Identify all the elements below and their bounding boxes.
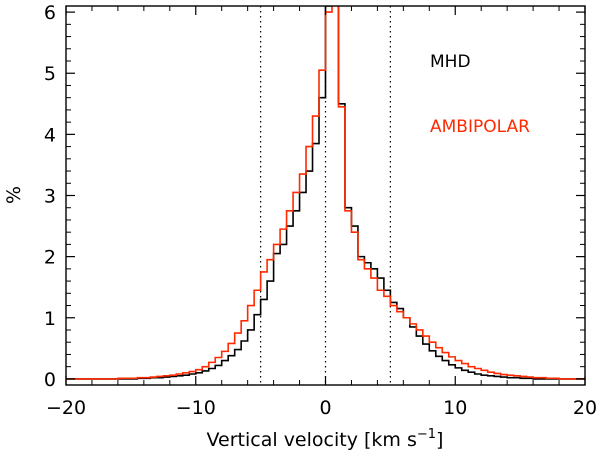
x-tick-label: −10 bbox=[176, 397, 216, 419]
x-axis-label: Vertical velocity [km s−1] bbox=[207, 427, 444, 451]
y-axis-label: % bbox=[3, 186, 25, 204]
y-tick-label: 0 bbox=[44, 369, 56, 391]
x-tick-label: 0 bbox=[319, 397, 331, 419]
y-tick-label: 4 bbox=[44, 124, 56, 146]
y-tick-label: 2 bbox=[44, 247, 56, 269]
x-axis-label-main: Vertical velocity [km s bbox=[207, 429, 417, 451]
y-tick-label: 5 bbox=[44, 63, 56, 85]
x-tick-label: 20 bbox=[573, 397, 597, 419]
legend-ambipolar: AMBIPOLAR bbox=[430, 117, 530, 137]
x-axis-label-sup: −1 bbox=[417, 427, 436, 442]
y-tick-label: 1 bbox=[44, 308, 56, 330]
reference-lines bbox=[260, 6, 391, 385]
x-tick-label: 10 bbox=[443, 397, 467, 419]
series-layer bbox=[66, 6, 585, 380]
axis-ticks bbox=[65, 6, 586, 385]
y-tick-label: 3 bbox=[44, 186, 56, 208]
series-mhd bbox=[66, 6, 585, 380]
series-ambipolar bbox=[66, 6, 585, 380]
legend-mhd: MHD bbox=[430, 52, 471, 72]
x-axis-label-close: ] bbox=[436, 429, 443, 451]
tick-labels: −20 −10 0 10 20 0 1 2 3 4 5 6 bbox=[44, 2, 597, 419]
x-tick-label: −20 bbox=[46, 397, 86, 419]
y-tick-label: 6 bbox=[44, 2, 56, 24]
